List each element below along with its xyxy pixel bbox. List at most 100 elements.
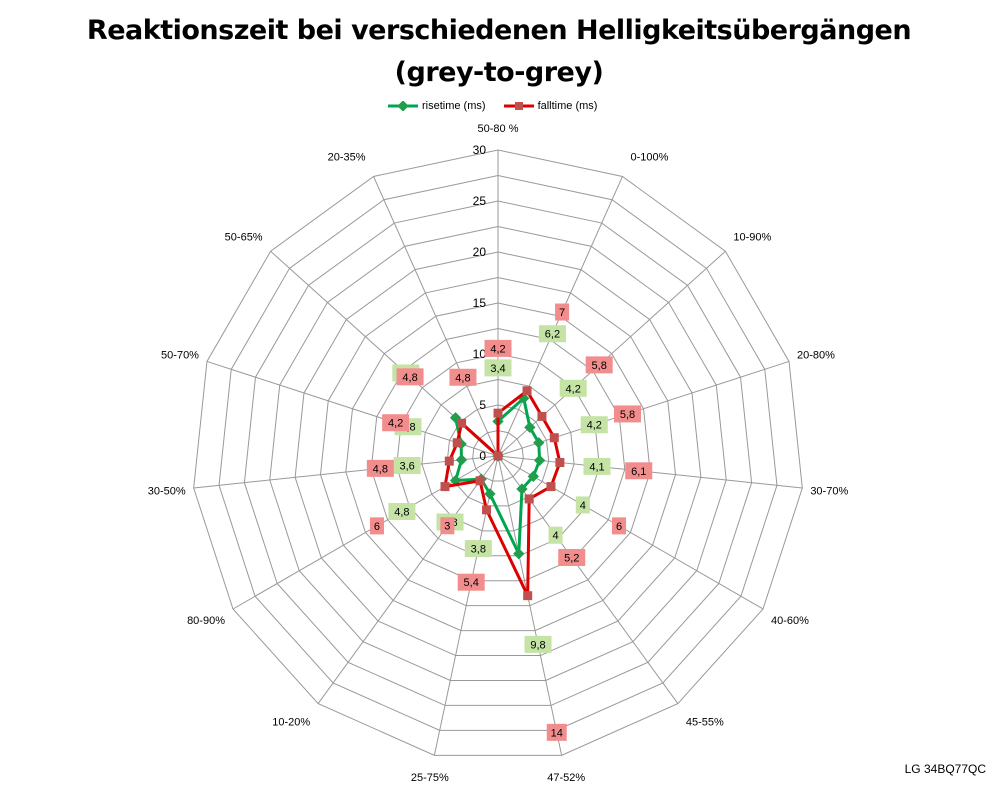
falltime-data-label: 4,2 [388, 418, 403, 430]
risetime-label-bg [575, 496, 590, 514]
risetime-label-bg [484, 359, 512, 377]
falltime-label-bg [585, 356, 613, 374]
grid-ring [269, 225, 727, 681]
falltime-marker [493, 451, 503, 461]
risetime-data-label: 4,2 [566, 383, 581, 395]
grid-ring [319, 276, 677, 632]
falltime-data-label: 5,8 [620, 409, 635, 421]
category-label: 10-20% [272, 716, 310, 728]
grid-spoke [497, 250, 726, 457]
grid-spoke [317, 455, 499, 704]
falltime-data-label: 4,8 [455, 372, 470, 384]
risetime-marker [527, 470, 539, 483]
legend-falltime-swatch [503, 102, 534, 110]
risetime-marker [455, 454, 468, 466]
falltime-data-label: 3 [444, 521, 450, 533]
falltime-marker [440, 482, 450, 492]
category-label: 50-80 % [478, 123, 519, 135]
category-label: 80-90% [187, 615, 225, 627]
legend-item-risetime: risetime (ms) [388, 100, 486, 112]
risetime-data-label: 4 [552, 530, 558, 542]
legend: risetime (ms) falltime (ms) [388, 100, 597, 112]
risetime-data-label: 4 [580, 500, 586, 512]
falltime-label-bg [457, 573, 485, 591]
risetime-data-label: 3,4 [490, 363, 505, 375]
risetime-marker [533, 437, 545, 449]
category-label: 50-65% [225, 232, 263, 244]
risetime-data-label: 3,6 [399, 461, 414, 473]
falltime-label-bg [555, 303, 570, 321]
risetime-data-label: 9,8 [530, 639, 545, 651]
grid-spoke [497, 455, 563, 756]
risetime-data-label: 6,2 [545, 329, 560, 341]
falltime-data-label: 5,2 [564, 552, 579, 564]
falltime-marker [475, 476, 485, 486]
category-label: 30-70% [810, 485, 848, 497]
tick-label: 30 [473, 143, 487, 157]
category-label: 10-90% [733, 232, 771, 244]
category-label: 47-52% [547, 772, 585, 784]
risetime-data-label: 4,1 [589, 461, 604, 473]
falltime-label-bg [382, 414, 410, 432]
grid-ring [243, 200, 753, 706]
series [440, 386, 565, 601]
falltime-data-label: 14 [551, 727, 563, 739]
falltime-marker [452, 438, 462, 448]
falltime-marker [537, 411, 547, 421]
grid-ring [370, 327, 626, 582]
falltime-label-bg [369, 517, 384, 535]
series-line-risetime [454, 396, 542, 556]
category-label: 25-75% [411, 772, 449, 784]
risetime-marker [533, 454, 546, 467]
category-labels: 50-80 % 0-100% 10-90% 20-80% 30-70% 40-60% 45-… [148, 123, 849, 784]
falltime-label-bg [546, 723, 567, 741]
falltime-marker [524, 494, 534, 504]
falltime-marker [549, 433, 559, 443]
risetime-marker [484, 488, 496, 500]
risetime-label-bg [393, 457, 421, 475]
risetime-data-label: 3,8 [471, 544, 486, 556]
falltime-label-bg [440, 517, 455, 535]
falltime-label-bg [449, 368, 477, 386]
risetime-label-bg [548, 526, 563, 544]
falltime-data-label: 6 [374, 521, 380, 533]
falltime-label-bg [614, 405, 642, 423]
grid-spoke [497, 360, 790, 457]
falltime-marker [444, 456, 454, 466]
category-label: 30-50% [148, 485, 186, 497]
risetime-label-bg [464, 540, 492, 558]
grid-ring [294, 251, 702, 657]
category-label: 0-100% [630, 151, 668, 163]
grid-ring [345, 302, 651, 607]
category-label: 45-55% [686, 716, 724, 728]
falltime-data-label: 6,1 [631, 466, 646, 478]
falltime-marker [555, 458, 565, 468]
chart-title-line2: (grey-to-grey) [394, 57, 604, 88]
falltime-label-bg [484, 339, 512, 357]
monitor-model-label: LG 34BQ77QC [904, 762, 986, 776]
category-label: 50-70% [161, 350, 199, 362]
grid-ring [396, 353, 600, 557]
falltime-label-bg [366, 459, 394, 477]
risetime-label-bg [388, 502, 416, 520]
falltime-data-label: 5,4 [464, 577, 479, 589]
falltime-marker [523, 591, 533, 601]
chart-title-line1: Reaktionszeit bei verschiedenen Helligke… [86, 15, 912, 46]
tick-label: 10 [473, 347, 487, 361]
risetime-label-bg [583, 457, 611, 475]
grid-spoke [373, 176, 499, 457]
risetime-data-label: 4,8 [394, 506, 409, 518]
falltime-marker [482, 505, 492, 515]
falltime-label-bg [625, 462, 653, 480]
falltime-label-bg [612, 517, 627, 535]
risetime-label-bg [538, 325, 566, 343]
tick-label: 20 [473, 245, 487, 259]
grid [193, 149, 803, 756]
grid-ring [472, 429, 524, 482]
tick-label: 25 [473, 194, 487, 208]
grid-ring [446, 404, 550, 507]
legend-risetime-swatch [388, 101, 418, 111]
grid-ring [193, 149, 803, 756]
falltime-data-label: 4,2 [490, 343, 505, 355]
